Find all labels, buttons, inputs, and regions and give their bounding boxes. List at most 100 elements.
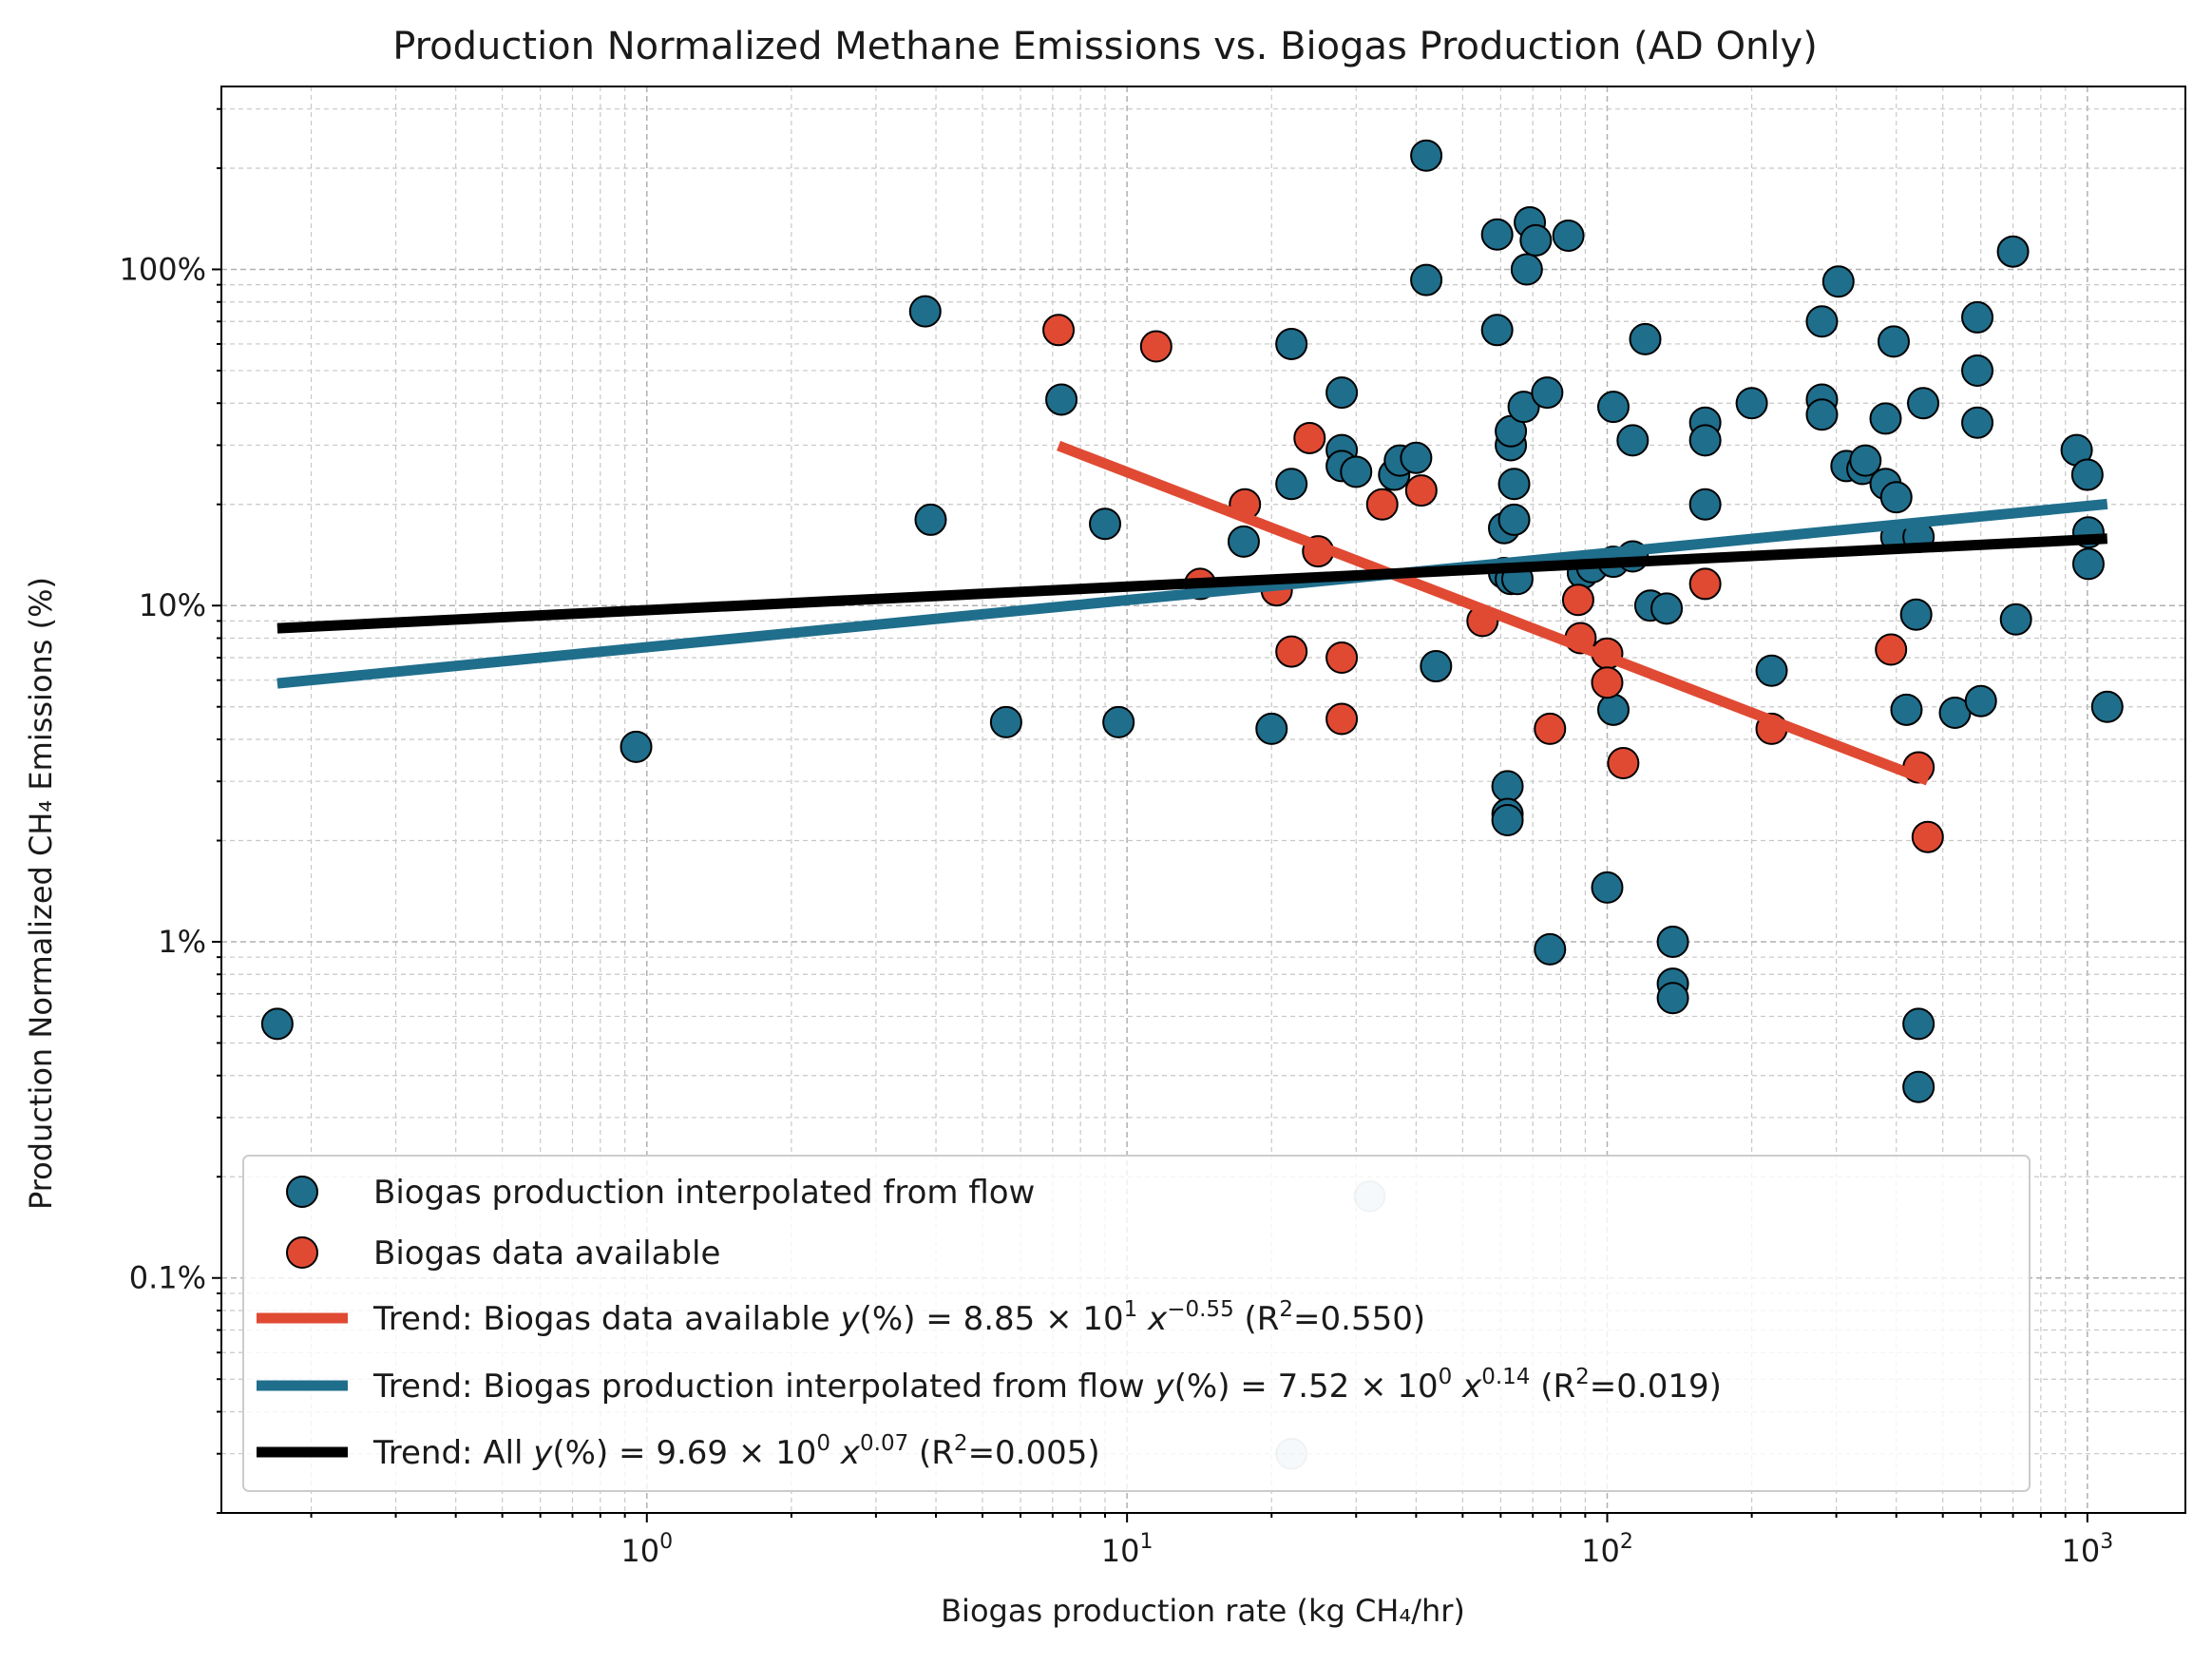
data-point-available [1275,635,1308,668]
data-point-interpolated [1890,693,1923,726]
legend-label: Biogas production interpolated from flow [373,1174,1035,1212]
data-point-available [1042,314,1076,347]
data-point-interpolated [1531,376,1564,410]
y-tick-label: 1% [158,924,206,960]
data-point-interpolated [1961,406,1994,439]
data-point-interpolated [1340,455,1373,488]
trend-line [276,498,2108,689]
data-point-interpolated [1879,481,1913,514]
data-point-interpolated [1656,925,1689,958]
data-point-available [1293,421,1326,454]
y-tick-label: 100% [120,251,206,287]
data-point-interpolated [1596,391,1630,424]
data-point-interpolated [1999,603,2032,636]
data-point-interpolated [1961,354,1994,387]
data-point-interpolated [1410,263,1443,297]
data-point-interpolated [1821,265,1855,298]
data-point-interpolated [1596,693,1630,726]
data-point-interpolated [1400,441,1433,474]
data-point-interpolated [1902,1007,1936,1041]
data-point-interpolated [1410,139,1443,172]
data-point-interpolated [1869,402,1902,435]
data-point-available [1325,641,1359,675]
chart-title: Production Normalized Methane Emissions … [392,25,1818,68]
data-point-interpolated [1491,770,1524,803]
data-point-interpolated [1275,468,1308,501]
data-point-available [1591,666,1624,699]
data-point-available [1365,488,1399,521]
data-point-interpolated [1497,503,1531,536]
data-point-interpolated [1996,235,2030,268]
data-point-interpolated [1491,804,1524,837]
y-axis-label: Production Normalized CH₄ Emissions (%) [23,577,59,1210]
x-tick-label: 101 [1101,1530,1154,1569]
data-point-interpolated [1755,654,1788,687]
data-point-interpolated [1849,444,1882,477]
data-point-interpolated [1519,223,1553,257]
data-point-available [1607,746,1640,779]
x-tick-label: 103 [2061,1530,2113,1569]
data-point-interpolated [1045,383,1078,416]
plot-frame [220,86,2186,1514]
data-point-interpolated [2071,547,2105,581]
data-point-interpolated [1255,712,1288,745]
legend-label: Biogas data available [373,1234,720,1273]
data-point-interpolated [1480,218,1514,251]
data-point-interpolated [1877,325,1910,358]
y-tick-label: 0.1% [129,1260,206,1296]
data-point-interpolated [1650,592,1684,625]
data-point-interpolated [1616,424,1649,457]
data-point-interpolated [1089,507,1122,541]
data-point-interpolated [1275,327,1308,360]
x-tick-label: 102 [1581,1530,1633,1569]
x-axis-label: Biogas production rate (kg CH₄/hr) [941,1593,1465,1629]
data-point-available [1139,330,1173,363]
data-point-interpolated [1591,871,1624,904]
data-point-interpolated [1507,391,1540,424]
data-point-interpolated [1534,932,1567,966]
data-point-available [1688,567,1722,601]
data-point-interpolated [1805,305,1839,338]
legend-label: Trend: All y(%) = 9.69 × 100 x0.07 (R2=0… [372,1431,1100,1472]
data-point-interpolated [1964,684,1997,718]
data-point-available [1561,584,1594,617]
trend-line [1057,440,1930,786]
data-point-interpolated [1497,468,1531,501]
y-tick-label: 10% [139,587,206,623]
data-point-interpolated [914,503,947,536]
data-point-interpolated [2070,458,2104,491]
data-point-interpolated [1902,1070,1936,1103]
x-tick-labels: 100 101 102 103 [620,1530,2113,1569]
data-point-available [1911,820,1944,853]
legend-label: Trend: Biogas data available y(%) = 8.85… [372,1297,1425,1338]
plot-area [260,139,2124,1470]
data-point-interpolated [1510,253,1543,286]
data-point-interpolated [908,295,942,328]
data-point-interpolated [1735,387,1768,420]
data-point-interpolated [1420,650,1453,683]
legend-label: Trend: Biogas production interpolated fr… [372,1365,1722,1406]
data-point-interpolated [1656,982,1689,1015]
x-tick-label: 100 [620,1530,673,1569]
legend-marker [286,1176,318,1208]
data-point-available [1534,712,1567,745]
data-point-available [1875,633,1908,666]
data-point-interpolated [1805,398,1839,431]
data-point-interpolated [260,1007,294,1041]
data-point-interpolated [620,730,653,763]
legend: Biogas production interpolated from flow… [242,1155,2031,1492]
data-point-interpolated [1102,705,1135,738]
legend-box [242,1155,2031,1492]
trend-lines [276,440,2108,786]
legend-marker [286,1236,318,1269]
data-point-interpolated [2090,690,2124,723]
data-point-interpolated [1899,598,1933,631]
data-point-interpolated [1480,314,1514,347]
data-point-interpolated [1907,387,1940,420]
data-point-interpolated [1688,424,1722,457]
data-point-interpolated [1629,322,1662,355]
data-point-interpolated [1961,300,1994,334]
data-point-interpolated [1688,488,1722,521]
trend-line [276,533,2108,634]
